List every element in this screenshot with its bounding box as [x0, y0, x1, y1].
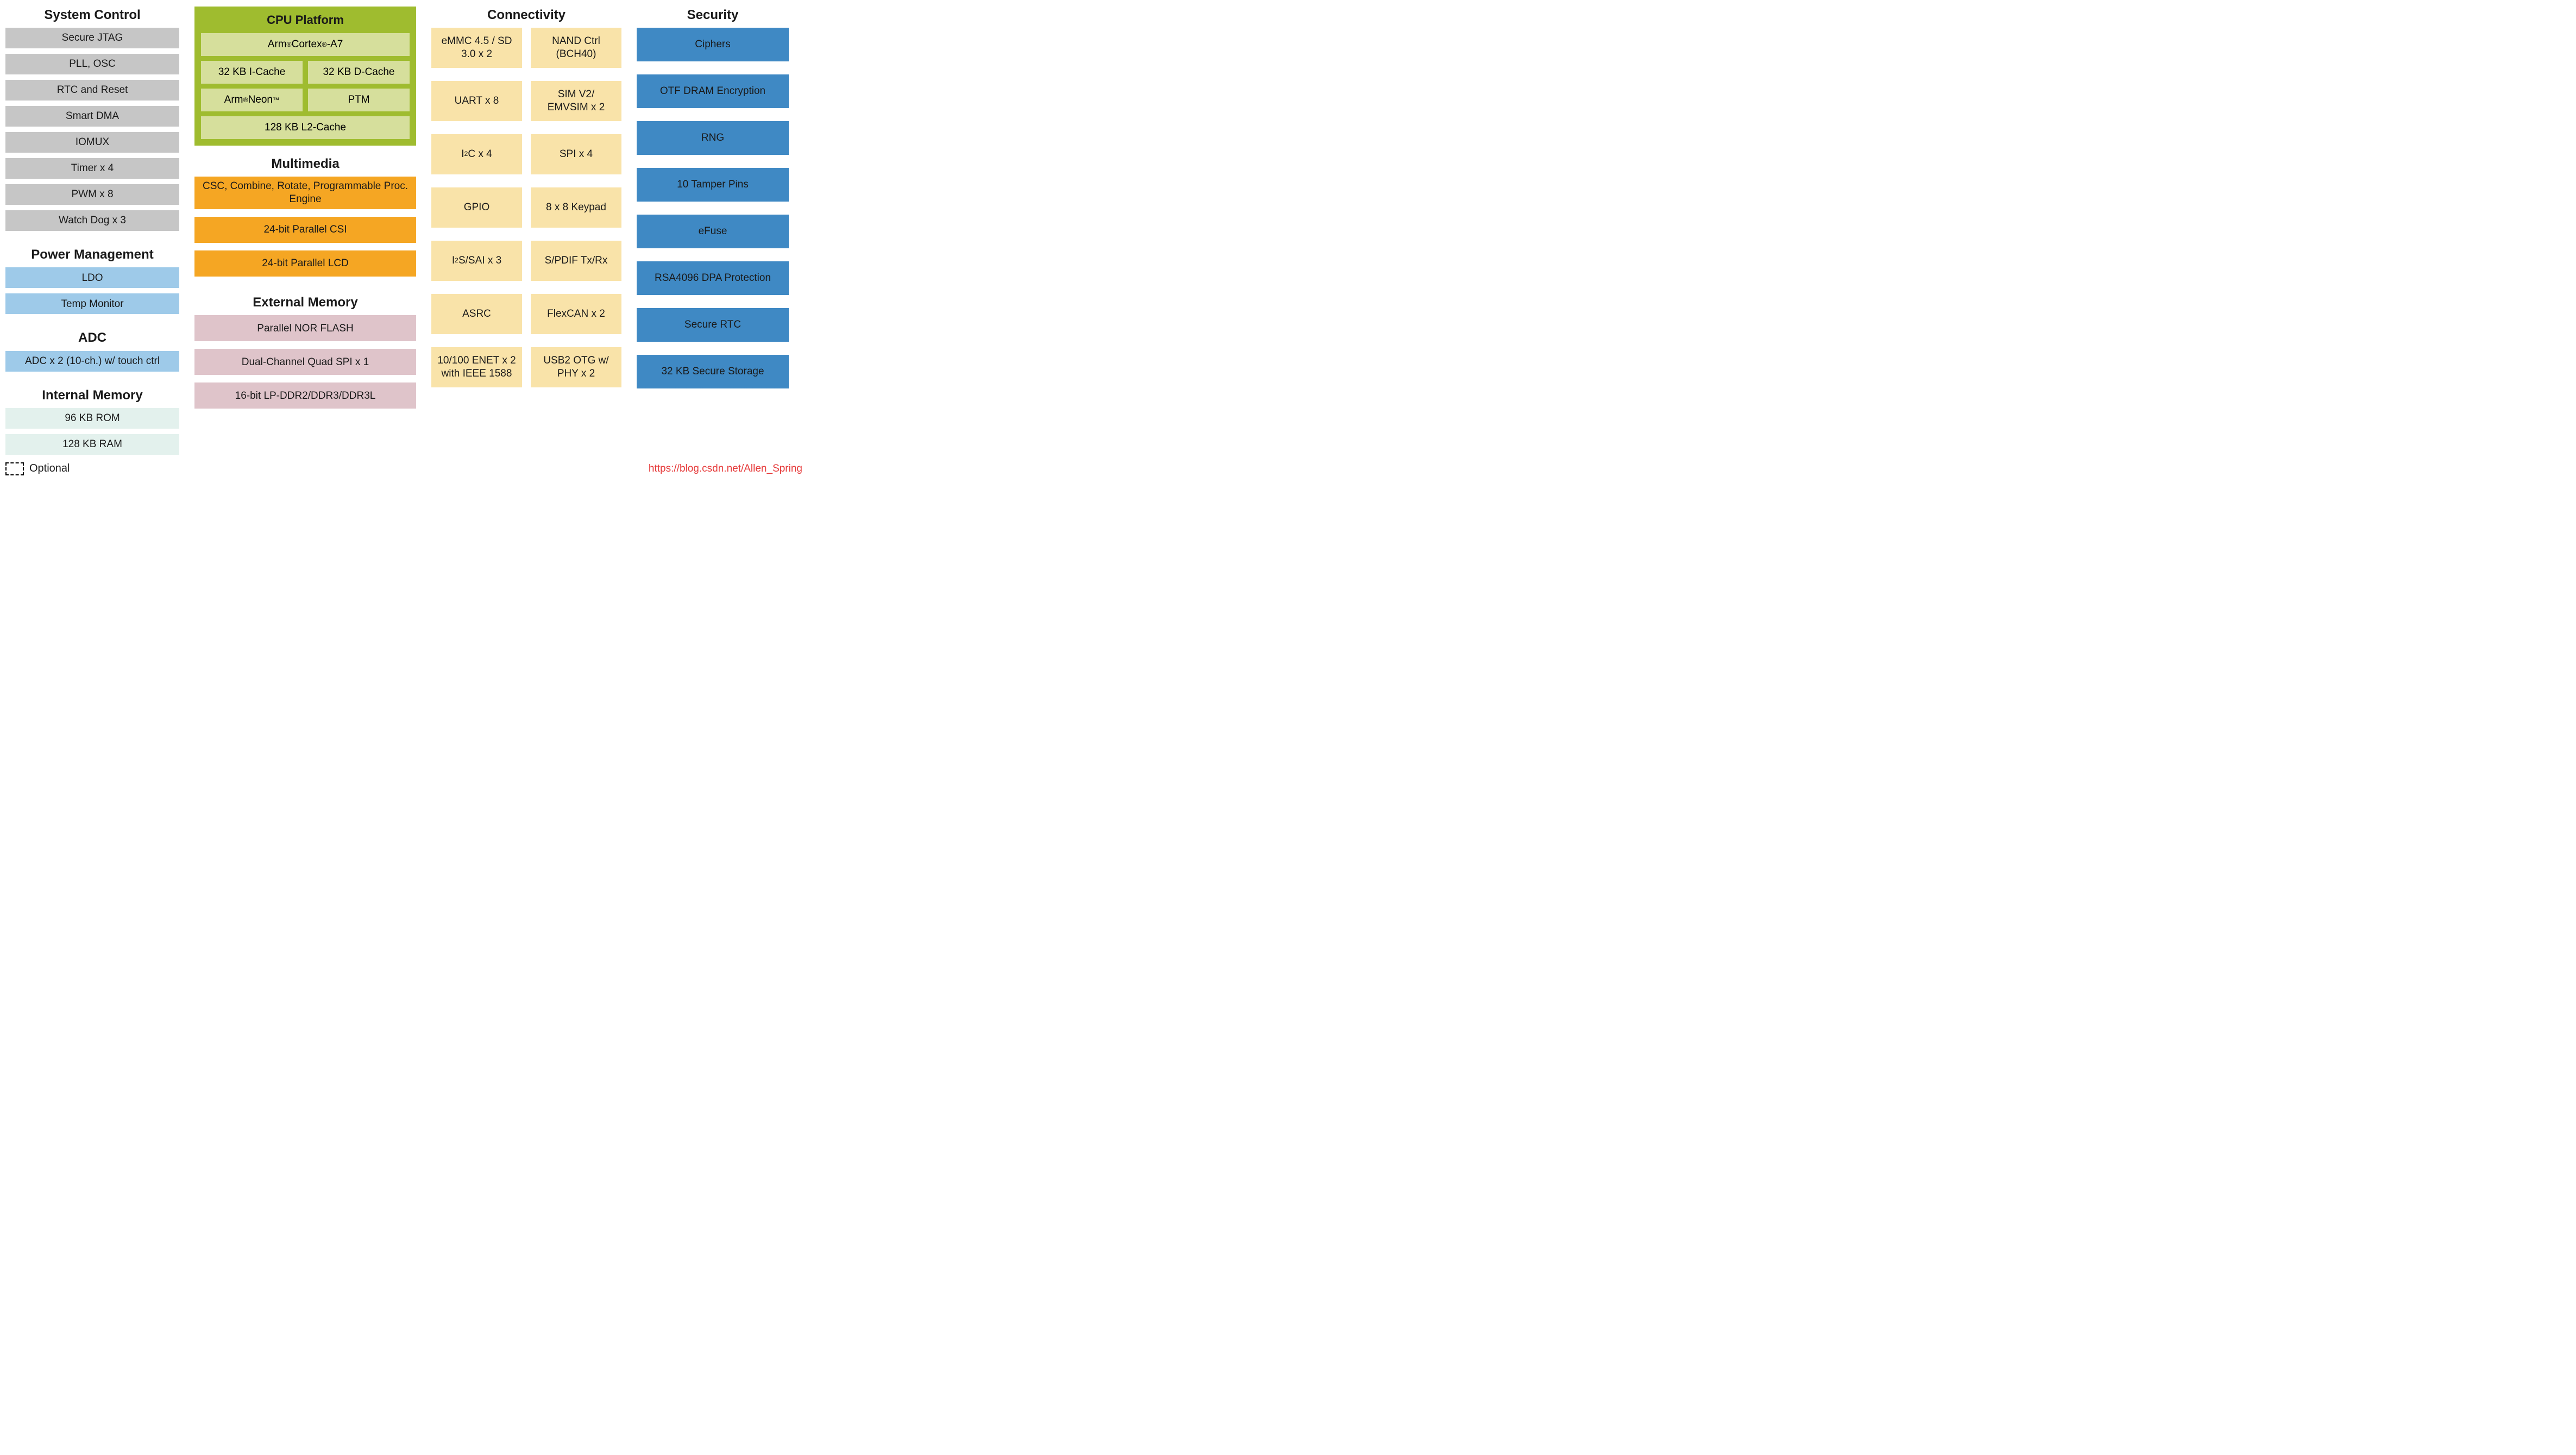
cpu-cell: PTM: [308, 89, 410, 111]
section-title-cpu-platform: CPU Platform: [201, 13, 410, 28]
connectivity-row: GPIO8 x 8 Keypad: [431, 187, 621, 228]
block-item: RNG: [637, 121, 789, 155]
block-item: 10 Tamper Pins: [637, 168, 789, 202]
legend-optional: Optional: [5, 462, 70, 475]
block-item: Dual-Channel Quad SPI x 1: [194, 349, 416, 375]
connectivity-cell: GPIO: [431, 187, 522, 228]
section-title-security: Security: [637, 7, 789, 23]
section-title-internal-memory: Internal Memory: [5, 387, 179, 404]
connectivity-cell: I2S/SAI x 3: [431, 241, 522, 281]
block-item: Secure RTC: [637, 308, 789, 342]
block-item: 16-bit LP-DDR2/DDR3/DDR3L: [194, 382, 416, 409]
block-item: 24-bit Parallel CSI: [194, 217, 416, 243]
block-item: ASRC: [431, 294, 522, 334]
cpu-platform-block: CPU Platform Arm® Cortex®-A7 32 KB I-Cach…: [194, 7, 416, 146]
block-item: Timer x 4: [5, 158, 179, 179]
connectivity-cell: NAND Ctrl (BCH40): [531, 28, 621, 68]
block-item: I2S/SAI x 3: [431, 241, 522, 281]
cpu-cell: 32 KB D-Cache: [308, 61, 410, 84]
section-title-power-management: Power Management: [5, 246, 179, 263]
block-item: LDO: [5, 267, 179, 288]
block-item: Ciphers: [637, 28, 789, 61]
block-item: SIM V2/ EMVSIM x 2: [531, 81, 621, 121]
connectivity-row: eMMC 4.5 / SD 3.0 x 2NAND Ctrl (BCH40): [431, 28, 621, 68]
block-item: Secure JTAG: [5, 28, 179, 48]
block-item: ADC x 2 (10-ch.) w/ touch ctrl: [5, 351, 179, 372]
connectivity-cell: S/PDIF Tx/Rx: [531, 241, 621, 281]
connectivity-cell: SPI x 4: [531, 134, 621, 174]
block-item: Smart DMA: [5, 106, 179, 127]
connectivity-cell: eMMC 4.5 / SD 3.0 x 2: [431, 28, 522, 68]
block-item: RTC and Reset: [5, 80, 179, 101]
connectivity-cell: USB2 OTG w/ PHY x 2: [531, 347, 621, 387]
legend-swatch-dashed: [5, 462, 24, 475]
connectivity-cell: 10/100 ENET x 2 with IEEE 1588: [431, 347, 522, 387]
block-item: 8 x 8 Keypad: [531, 187, 621, 228]
column-center: CPU Platform Arm® Cortex®-A7 32 KB I-Cach…: [194, 7, 416, 416]
block-item: RSA4096 DPA Protection: [637, 261, 789, 295]
block-item: Watch Dog x 3: [5, 210, 179, 231]
connectivity-cell: I2C x 4: [431, 134, 522, 174]
block-item: Temp Monitor: [5, 293, 179, 314]
block-item: 96 KB ROM: [5, 408, 179, 429]
block-item: SPI x 4: [531, 134, 621, 174]
connectivity-cell: SIM V2/ EMVSIM x 2: [531, 81, 621, 121]
section-title-multimedia: Multimedia: [194, 155, 416, 172]
connectivity-cell: FlexCAN x 2: [531, 294, 621, 334]
block-item: eFuse: [637, 215, 789, 248]
block-item: I2C x 4: [431, 134, 522, 174]
block-item: 10/100 ENET x 2 with IEEE 1588: [431, 347, 522, 387]
soc-block-diagram: System Control Secure JTAG PLL, OSC RTC an…: [5, 7, 802, 455]
block-item: 128 KB RAM: [5, 434, 179, 455]
connectivity-row: I2S/SAI x 3S/PDIF Tx/Rx: [431, 241, 621, 281]
connectivity-row: 10/100 ENET x 2 with IEEE 1588USB2 OTG w…: [431, 347, 621, 387]
section-title-system-control: System Control: [5, 7, 179, 23]
block-item: S/PDIF Tx/Rx: [531, 241, 621, 281]
block-item: UART x 8: [431, 81, 522, 121]
column-connectivity: Connectivity eMMC 4.5 / SD 3.0 x 2NAND C…: [431, 7, 621, 387]
block-item: eMMC 4.5 / SD 3.0 x 2: [431, 28, 522, 68]
legend-label: Optional: [29, 462, 70, 475]
watermark-url: https://blog.csdn.net/Allen_Spring: [649, 463, 802, 475]
block-item: OTF DRAM Encryption: [637, 74, 789, 108]
connectivity-row: I2C x 4SPI x 4: [431, 134, 621, 174]
cpu-cell: Arm® Cortex®-A7: [201, 33, 410, 56]
section-title-external-memory: External Memory: [194, 294, 416, 311]
block-item: NAND Ctrl (BCH40): [531, 28, 621, 68]
section-title-connectivity: Connectivity: [431, 7, 621, 23]
block-item: USB2 OTG w/ PHY x 2: [531, 347, 621, 387]
cpu-cell: 32 KB I-Cache: [201, 61, 303, 84]
connectivity-cell: UART x 8: [431, 81, 522, 121]
cpu-row: Arm® Neon™PTM: [201, 89, 410, 111]
column-left: System Control Secure JTAG PLL, OSC RTC an…: [5, 7, 179, 455]
connectivity-row: UART x 8SIM V2/ EMVSIM x 2: [431, 81, 621, 121]
block-item: CSC, Combine, Rotate, Programmable Proc.…: [194, 177, 416, 209]
block-item: PLL, OSC: [5, 54, 179, 74]
footer: Optional https://blog.csdn.net/Allen_Spr…: [5, 462, 802, 475]
column-security: Security Ciphers OTF DRAM Encryption RNG 10…: [637, 7, 789, 388]
block-item: Parallel NOR FLASH: [194, 315, 416, 341]
section-title-adc: ADC: [5, 329, 179, 346]
block-item: 24-bit Parallel LCD: [194, 250, 416, 277]
connectivity-cell: 8 x 8 Keypad: [531, 187, 621, 228]
connectivity-cell: ASRC: [431, 294, 522, 334]
cpu-row: Arm® Cortex®-A7: [201, 33, 410, 56]
connectivity-row: ASRCFlexCAN x 2: [431, 294, 621, 334]
cpu-cell: Arm® Neon™: [201, 89, 303, 111]
block-item: FlexCAN x 2: [531, 294, 621, 334]
block-item: GPIO: [431, 187, 522, 228]
cpu-row: 32 KB I-Cache32 KB D-Cache: [201, 61, 410, 84]
block-item: PWM x 8: [5, 184, 179, 205]
cpu-row: 128 KB L2-Cache: [201, 116, 410, 139]
cpu-cell: 128 KB L2-Cache: [201, 116, 410, 139]
block-item: IOMUX: [5, 132, 179, 153]
block-item: 32 KB Secure Storage: [637, 355, 789, 388]
